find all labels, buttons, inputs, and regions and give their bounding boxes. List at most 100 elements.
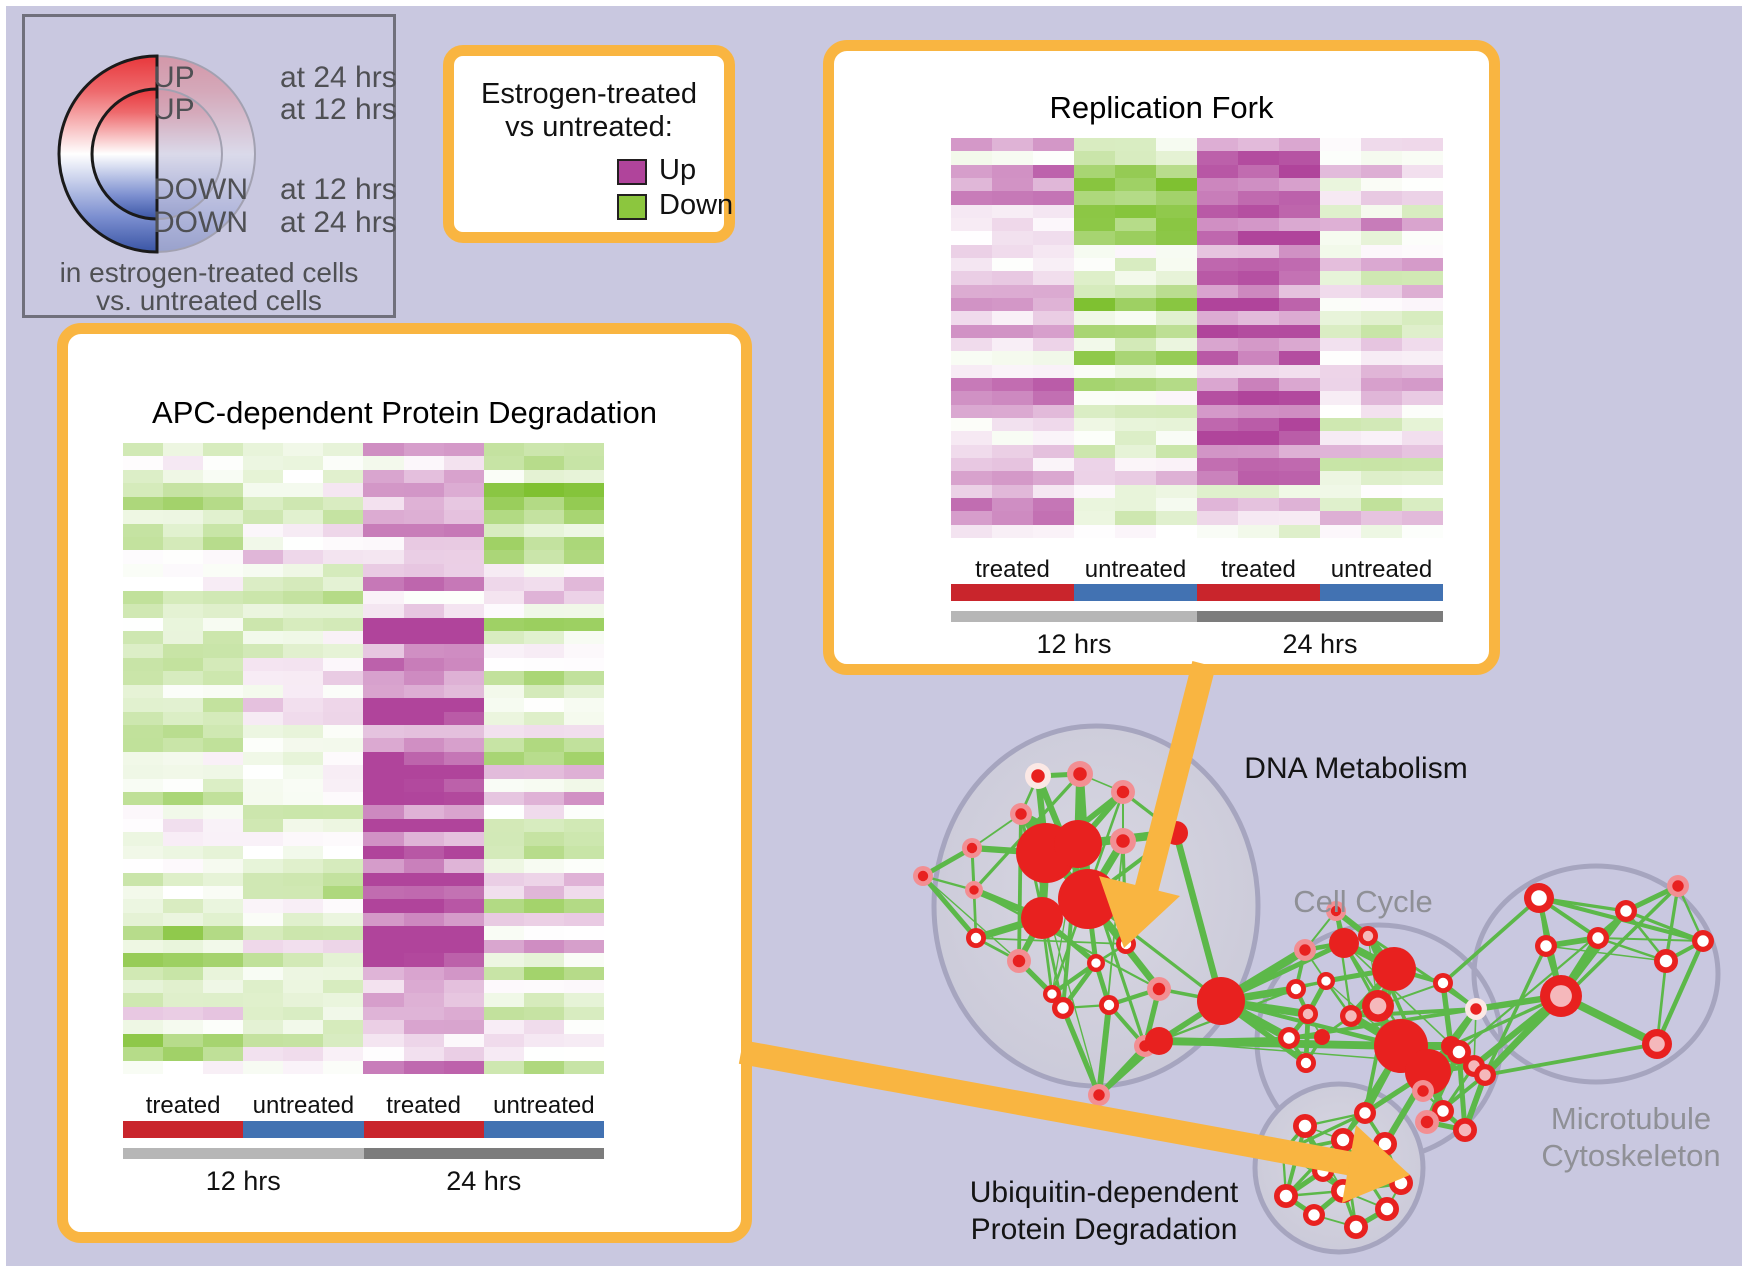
heatmap-cell: [363, 859, 404, 873]
heatmap-cell: [243, 563, 284, 578]
network-edge: [1382, 1070, 1431, 1146]
heatmap-cell: [483, 469, 524, 484]
heatmap-cell: [363, 671, 404, 685]
network-node: [1088, 1084, 1110, 1106]
heatmap-cell: [443, 886, 484, 900]
heatmap-cell: [992, 391, 1033, 405]
heatmap-cell: [1361, 524, 1402, 538]
heatmap-cell: [323, 886, 364, 900]
heatmap-cell: [363, 738, 404, 752]
network-node-core: [1317, 1165, 1329, 1177]
heatmap-cell: [563, 778, 604, 793]
network-edge: [1288, 1035, 1323, 1040]
heatmap-cell: [1402, 177, 1443, 192]
heatmap-cell: [123, 577, 164, 591]
network-node: [1087, 954, 1105, 972]
heatmap-cell: [483, 966, 524, 981]
heatmap-cell: [1074, 177, 1115, 192]
condition-color-bar: [363, 1121, 484, 1138]
heatmap-cell: [243, 980, 284, 994]
heatmap-cell: [203, 778, 244, 793]
concentric-rings-graphic: [57, 54, 256, 254]
heatmap-cell: [1402, 444, 1443, 458]
network-edge: [1020, 813, 1100, 1096]
network-node: [1540, 975, 1582, 1017]
network-edge: [1097, 1038, 1161, 1098]
ring-label-dir: DOWN: [153, 206, 248, 239]
heatmap-cell: [443, 899, 484, 913]
heatmap-cell: [1033, 484, 1074, 498]
network-node: [1375, 1197, 1399, 1221]
heatmap-cell: [1361, 324, 1402, 338]
network-node: [1007, 949, 1031, 973]
heatmap-cell: [1115, 444, 1156, 458]
heatmap-cell: [951, 484, 992, 498]
heatmap-cell: [443, 1006, 484, 1021]
network-edge: [1450, 1045, 1475, 1067]
heatmap-cell: [523, 872, 564, 887]
heatmap-cell: [243, 577, 284, 591]
heatmap-cell: [1197, 297, 1238, 312]
network-edge: [1441, 981, 1478, 1011]
heatmap-cell: [523, 832, 564, 846]
network-edge: [1365, 934, 1397, 971]
network-edge: [1441, 1065, 1476, 1112]
heatmap-cell: [951, 351, 992, 365]
heatmap-cell: [163, 778, 204, 793]
network-node: [1314, 1029, 1330, 1045]
network-edge: [1350, 1004, 1379, 1018]
network-edge: [1545, 945, 1667, 962]
heatmap-cell: [283, 993, 324, 1007]
heatmap-cell: [163, 832, 204, 846]
heatmap-cell: [1033, 524, 1074, 538]
heatmap-cell: [563, 765, 604, 779]
network-edge: [1325, 980, 1429, 1073]
ring-label-time: at 12 hrs: [280, 93, 397, 126]
heatmap-cell: [123, 483, 164, 497]
network-node: [1317, 972, 1335, 990]
heatmap-cell: [1402, 524, 1443, 538]
network-edge: [1343, 934, 1369, 945]
heatmap-cell: [1320, 257, 1361, 272]
heatmap-cell: [1156, 284, 1197, 298]
heatmap-cell: [1197, 324, 1238, 338]
heatmap-cell: [163, 536, 204, 551]
network-node: [1654, 949, 1678, 973]
network-edge: [1456, 1051, 1468, 1131]
heatmap-cell: [1279, 351, 1320, 365]
heatmap-cell: [243, 845, 284, 860]
heatmap-cell: [1197, 337, 1238, 352]
heatmap-cell: [403, 698, 444, 712]
heatmap-cell: [283, 604, 324, 618]
heatmap-cell: [1320, 244, 1361, 258]
condition-color-bar: [123, 1121, 244, 1138]
network-node-core: [1057, 1002, 1069, 1014]
heatmap-cell: [523, 563, 564, 578]
heatmap-cell: [323, 496, 364, 511]
heatmap-cell: [243, 456, 284, 470]
heatmap-cell: [283, 792, 324, 806]
heatmap-cell: [483, 483, 524, 497]
heatmap-cell: [1156, 497, 1197, 512]
heatmap-cell: [1320, 204, 1361, 218]
heatmap-cell: [363, 496, 404, 511]
heatmap-cell: [992, 191, 1033, 205]
heatmap-cell: [123, 711, 164, 725]
network-edge: [1284, 1125, 1307, 1197]
heatmap-cell: [403, 778, 444, 793]
network-node: [1535, 935, 1557, 957]
heatmap-cell: [323, 630, 364, 645]
heatmap-cell: [483, 630, 524, 645]
network-edge: [1050, 992, 1065, 1010]
network-node-core: [1672, 880, 1684, 892]
condition-color-bar: [1197, 584, 1320, 601]
heatmap-cell: [123, 1006, 164, 1021]
heatmap-cell: [1197, 524, 1238, 538]
ring-label-dir: UP: [153, 61, 195, 94]
network-node: [1465, 998, 1487, 1020]
heatmap-cell: [1238, 244, 1279, 258]
network-edge: [1294, 988, 1310, 1015]
heatmap-cell: [403, 644, 444, 658]
heatmap-cell: [563, 469, 604, 484]
network-edge: [1462, 1073, 1488, 1132]
